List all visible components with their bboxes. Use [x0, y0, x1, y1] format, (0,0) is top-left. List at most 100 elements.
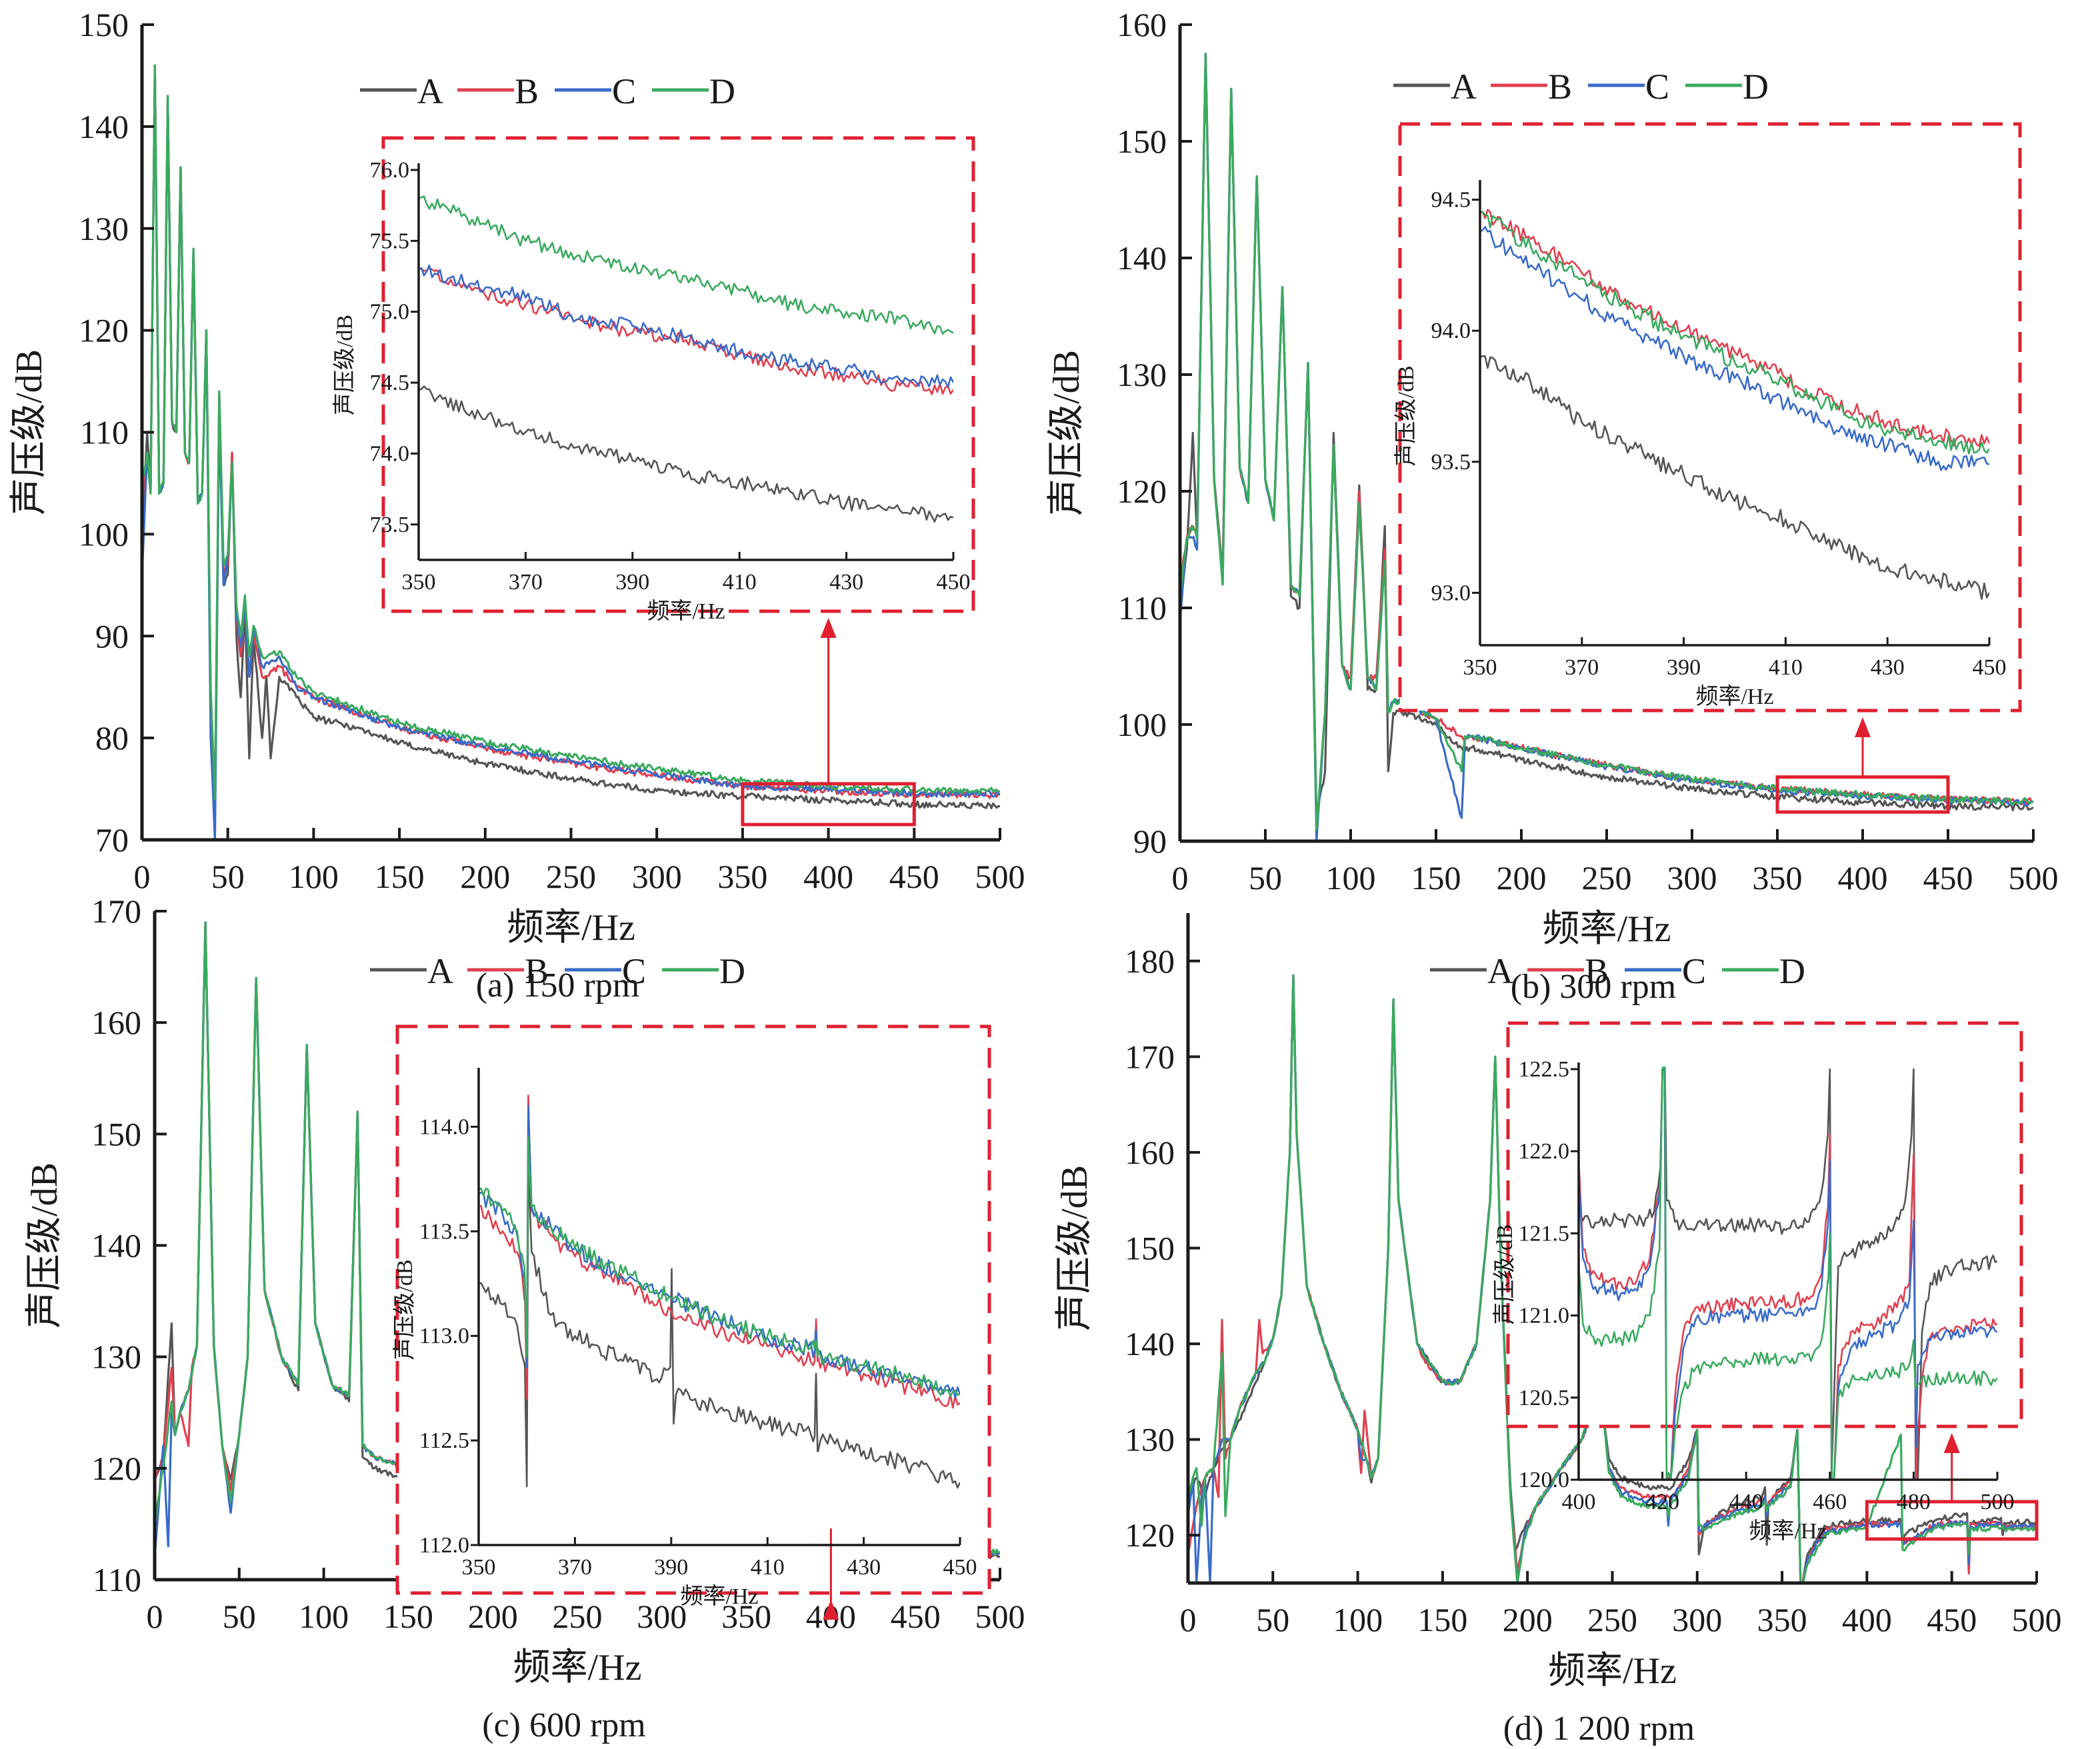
inset-x-axis-title: 频率/Hz [647, 599, 725, 624]
inset-series-line-B [479, 1094, 960, 1409]
inset-y-axis-title: 声压级/dB [392, 1259, 417, 1360]
series-line-D [1180, 53, 2033, 831]
inset-y-tick-label: 113.5 [419, 1219, 469, 1244]
inset-curves [1579, 1066, 1997, 1480]
x-tick-label: 100 [1326, 859, 1376, 896]
x-tick-label: 150 [1417, 1601, 1467, 1638]
inset-x-axis-title: 频率/Hz [680, 1584, 758, 1609]
legend-label-B: B [1548, 67, 1572, 107]
x-axis-title: 频率/Hz [507, 907, 635, 948]
panel-caption: (a) 150 rpm [476, 966, 639, 1004]
inset-y-tick-label: 73.5 [370, 513, 410, 537]
inset-series-line-A [479, 1167, 960, 1489]
inset-series-line-C [419, 264, 953, 388]
zoom-arrow-head [1855, 717, 1871, 737]
legend: A B C D [370, 951, 745, 991]
y-tick-label: 150 [1125, 1230, 1175, 1267]
legend-label-C: C [1682, 951, 1706, 991]
inset-x-tick-label: 390 [1667, 655, 1701, 680]
inset-x-tick-label: 410 [1769, 655, 1803, 680]
y-tick-label: 110 [93, 1561, 141, 1598]
inset-y-tick-label: 74.0 [370, 441, 410, 466]
y-tick-label: 150 [91, 1115, 141, 1152]
inset-zoom-plot: 93.0 93.5 94.0 94.5 350 370 390 410 430 450 频率/Hz 声… [1393, 122, 2022, 777]
y-tick-label: 150 [79, 6, 129, 43]
inset-curves [1480, 209, 1989, 600]
legend-label-A: A [1487, 951, 1513, 991]
inset-x-tick-label: 460 [1813, 1490, 1847, 1514]
inset-y-tick-label: 93.5 [1431, 450, 1471, 475]
inset-x-tick-label: 410 [723, 570, 757, 595]
legend-label-C: C [1645, 67, 1669, 107]
inset-x-tick-label: 350 [1463, 655, 1497, 680]
inset-x-tick-label: 370 [558, 1555, 592, 1580]
series-line-A [142, 64, 1000, 831]
x-tick-label: 500 [2012, 1601, 2062, 1638]
y-tick-label: 160 [1117, 6, 1167, 43]
y-tick-label: 160 [91, 1004, 141, 1041]
inset-y-axis-title: 声压级/dB [1393, 365, 1419, 466]
legend-label-C: C [612, 71, 636, 111]
x-tick-label: 100 [1333, 1601, 1383, 1638]
series-line-D [142, 64, 1000, 801]
main-curves [1188, 974, 2037, 1583]
x-tick-label: 400 [1838, 859, 1888, 896]
y-tick-label: 120 [79, 312, 129, 349]
x-tick-label: 400 [1842, 1601, 1892, 1638]
y-tick-label: 110 [1118, 589, 1167, 627]
inset-zoom-plot: 120.0 120.5 121.0 121.5 122.0 122.5 400 420 440 4… [1492, 1021, 2023, 1544]
inset-y-tick-label: 112.5 [419, 1428, 469, 1453]
x-tick-label: 300 [1667, 859, 1717, 896]
inset-x-tick-label: 420 [1645, 1490, 1679, 1514]
panel-b: 90 100 110 120 130 140 150 160 0 50 100 150 200 250 30… [1046, 6, 2059, 1006]
legend-label-C: C [622, 951, 646, 991]
inset-x-tick-label: 450 [1973, 655, 2007, 680]
y-tick-label: 140 [1117, 239, 1167, 277]
inset-zoom-plot: 112.0 112.5 113.0 113.5 114.0 350 370 390 410 430… [392, 1024, 991, 1620]
x-tick-label: 450 [891, 1598, 941, 1635]
x-tick-label: 200 [468, 1598, 518, 1635]
inset-x-axis-title: 频率/Hz [1695, 684, 1773, 709]
x-tick-label: 50 [211, 858, 245, 895]
x-tick-label: 250 [1582, 859, 1632, 896]
panel-caption: (b) 300 rpm [1511, 968, 1676, 1006]
x-tick-label: 250 [553, 1598, 603, 1635]
inset-y-tick-label: 94.5 [1431, 188, 1471, 213]
zoom-arrow-head [820, 618, 837, 638]
y-tick-label: 70 [95, 821, 129, 859]
main-curves [1180, 53, 2033, 841]
inset-series-line-B [1480, 209, 1989, 447]
inset-zoom-plot: 73.5 74.0 74.5 75.0 75.5 76.0 350 370 390 410 430 4… [332, 136, 975, 784]
x-tick-label: 0 [134, 858, 151, 895]
y-tick-label: 140 [79, 108, 129, 145]
x-tick-label: 250 [1587, 1601, 1637, 1638]
x-tick-label: 500 [2009, 859, 2059, 896]
y-axis-title: 声压级/dB [1046, 350, 1087, 516]
inset-border [1506, 1021, 2023, 1428]
y-tick-label: 90 [1133, 823, 1167, 860]
legend-label-D: D [709, 71, 735, 111]
inset-x-tick-label: 400 [1562, 1490, 1596, 1514]
inset-series-line-A [419, 385, 953, 523]
inset-series-line-D [419, 195, 953, 335]
inset-x-tick-label: 370 [509, 570, 543, 595]
panel-c: 110 120 130 140 150 160 170 0 50 100 150 200 250 300 3… [24, 892, 1025, 1744]
x-tick-label: 350 [1757, 1601, 1807, 1638]
x-tick-label: 450 [889, 858, 939, 895]
x-tick-label: 100 [299, 1598, 349, 1635]
inset-x-tick-label: 440 [1729, 1490, 1763, 1514]
inset-curves [479, 1094, 960, 1489]
x-tick-label: 50 [1249, 859, 1282, 896]
panel-a: 70 80 90 100 110 120 130 140 150 0 50 100 150 200 250 3… [9, 6, 1025, 1004]
x-tick-label: 450 [1927, 1601, 1977, 1638]
series-line-D [1188, 974, 2037, 1583]
y-tick-label: 130 [1125, 1421, 1175, 1458]
x-tick-label: 300 [637, 1598, 687, 1635]
legend-label-A: A [427, 951, 453, 991]
y-tick-label: 170 [91, 892, 141, 930]
inset-y-tick-label: 114.0 [419, 1114, 469, 1139]
inset-series-line-B [1579, 1068, 1997, 1480]
inset-x-tick-label: 480 [1897, 1490, 1931, 1514]
inset-x-tick-label: 500 [1981, 1490, 2015, 1514]
